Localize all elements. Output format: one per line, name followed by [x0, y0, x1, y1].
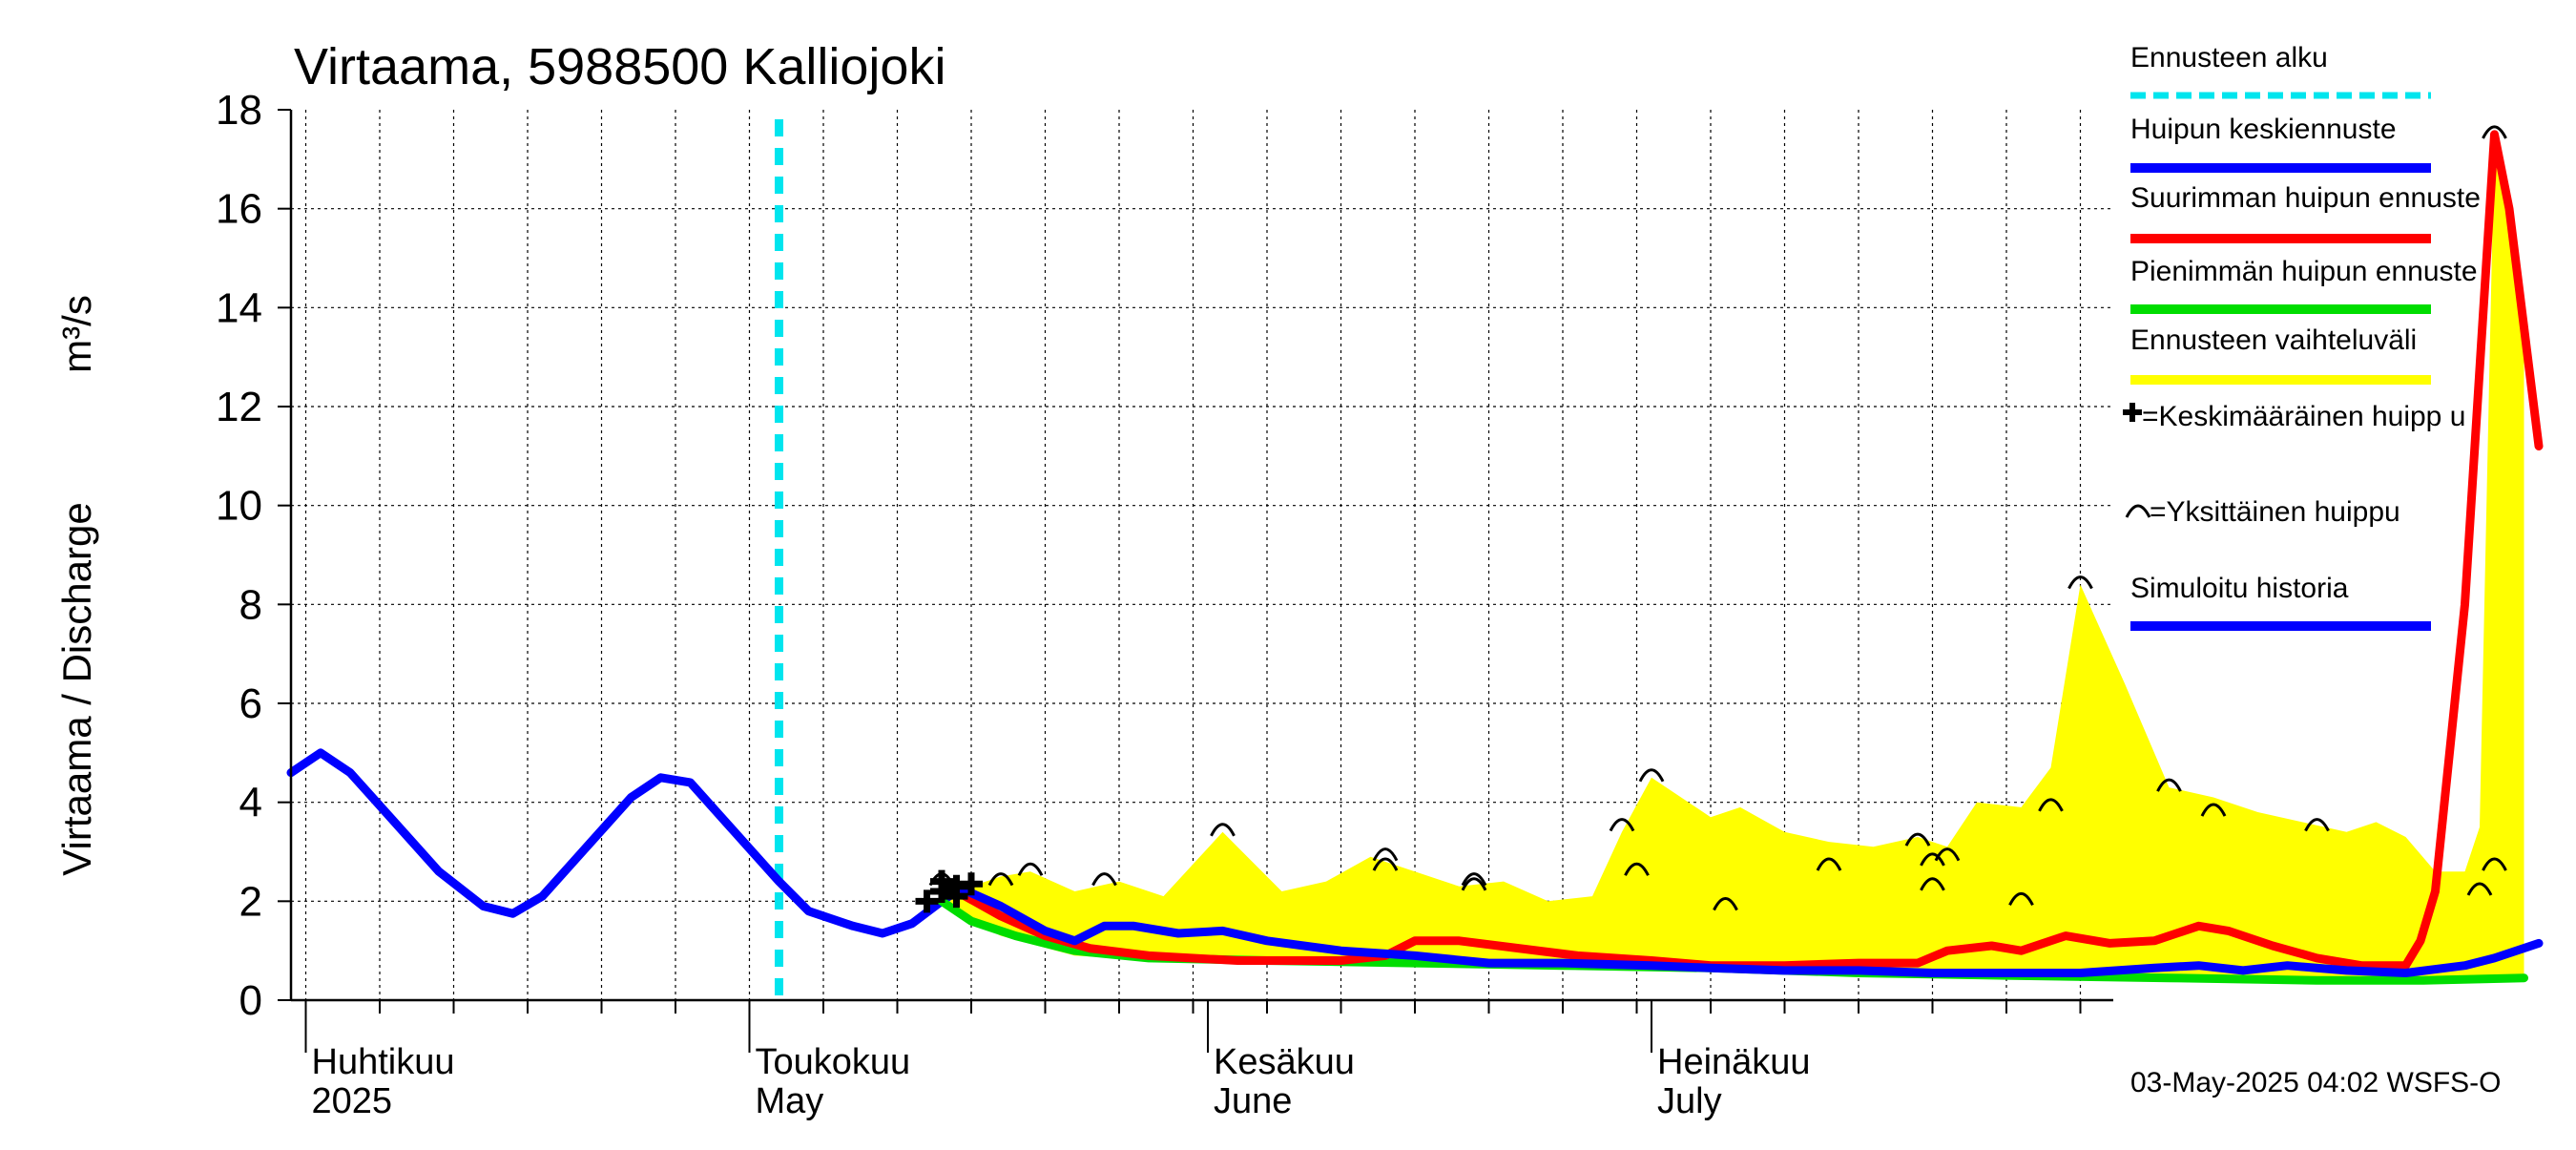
month-label-en: 2025: [312, 1081, 393, 1121]
single-peak-marker: [1372, 847, 1399, 862]
single-peak-marker: [1461, 877, 1487, 891]
y-tick-label: 8: [239, 581, 262, 628]
single-peak-marker: [1372, 857, 1399, 871]
month-label-fi: Kesäkuu: [1214, 1042, 1355, 1082]
legend-label: =Keskimääräinen huipp u: [2142, 401, 2465, 432]
mean-peak-marker: [930, 869, 953, 893]
y-tick-label: 14: [216, 284, 262, 331]
peak-markers: [915, 125, 2507, 913]
legend: Ennusteen alku Huipun keskiennuste Suurimm…: [2123, 42, 2481, 631]
single-peak-marker: [1624, 862, 1650, 876]
legend-symbol-single-peak: [2125, 504, 2151, 518]
y-axis-label: Virtaama / Discharge: [54, 502, 99, 875]
month-label-fi: Toukokuu: [756, 1042, 911, 1082]
single-peak-marker: [1461, 872, 1487, 887]
legend-label: Pienimmän huipun ennuste: [2130, 256, 2478, 287]
single-peak-marker: [1091, 872, 1117, 887]
single-peak-marker: [2466, 882, 2493, 896]
single-peak-marker: [1816, 857, 1842, 871]
single-peak-marker: [1904, 832, 1931, 847]
single-peak-marker: [1934, 847, 1961, 862]
legend-label: Huipun keskiennuste: [2130, 114, 2397, 145]
y-tick-label: 10: [216, 483, 262, 530]
y-tick-label: 4: [239, 780, 262, 826]
legend-label: Ennusteen vaihteluväli: [2130, 324, 2417, 356]
legend-label: Ennusteen alku: [2130, 42, 2328, 73]
forecast-range-band: [942, 134, 2524, 983]
forecast-range-area: [942, 134, 2524, 983]
mean-peak-marker: [960, 872, 983, 896]
y-tick-label: 6: [239, 680, 262, 727]
y-tick-label: 2: [239, 878, 262, 925]
single-peak-marker: [2156, 778, 2182, 792]
mean-peak-marker: [915, 889, 939, 913]
month-label-en: June: [1214, 1081, 1292, 1121]
series-line-simuloitu-historia: [286, 748, 961, 938]
single-peak-marker: [2067, 575, 2093, 590]
single-peak-marker: [2482, 857, 2507, 871]
series-line-suurimman-huipun-ennuste: [952, 130, 2544, 971]
legend-label: =Yksittäinen huippu: [2150, 496, 2400, 528]
mean-peak-marker: [945, 885, 968, 909]
single-peak-marker: [2482, 125, 2507, 139]
y-tick-label: 0: [239, 977, 262, 1024]
month-label-en: May: [756, 1081, 824, 1121]
y-tick-label: 16: [216, 186, 262, 233]
single-peak-marker: [1017, 862, 1044, 876]
single-peak-marker: [1210, 823, 1236, 837]
y-tick-label: 12: [216, 384, 262, 430]
single-peak-marker: [1638, 768, 1665, 783]
series-line-huipun-keskiennuste: [952, 882, 2544, 977]
single-peak-marker: [1713, 897, 1738, 911]
single-peak-marker: [2200, 803, 2227, 817]
single-peak-marker: [1920, 877, 1945, 891]
month-label-fi: Huhtikuu: [312, 1042, 455, 1082]
single-peak-marker: [987, 872, 1014, 887]
y-tick-label: 18: [216, 87, 262, 134]
single-peak-marker: [1609, 818, 1635, 832]
single-peak-marker: [2008, 891, 2034, 907]
month-label-en: July: [1657, 1081, 1722, 1121]
legend-label: Suurimman huipun ennuste: [2130, 182, 2481, 214]
chart-title: Virtaama, 5988500 Kalliojoki: [294, 38, 945, 95]
single-peak-marker: [1920, 852, 1945, 867]
timestamp-footer: 03-May-2025 04:02 WSFS-O: [2130, 1067, 2502, 1098]
legend-symbol-mean-peak: [2123, 403, 2142, 422]
single-peak-marker: [2304, 818, 2330, 832]
month-label-fi: Heinäkuu: [1657, 1042, 1811, 1082]
legend-label: Simuloitu historia: [2130, 573, 2349, 604]
y-axis-unit: m³/s: [54, 295, 99, 373]
series-lines: [286, 119, 2544, 1000]
single-peak-marker: [2038, 798, 2064, 812]
